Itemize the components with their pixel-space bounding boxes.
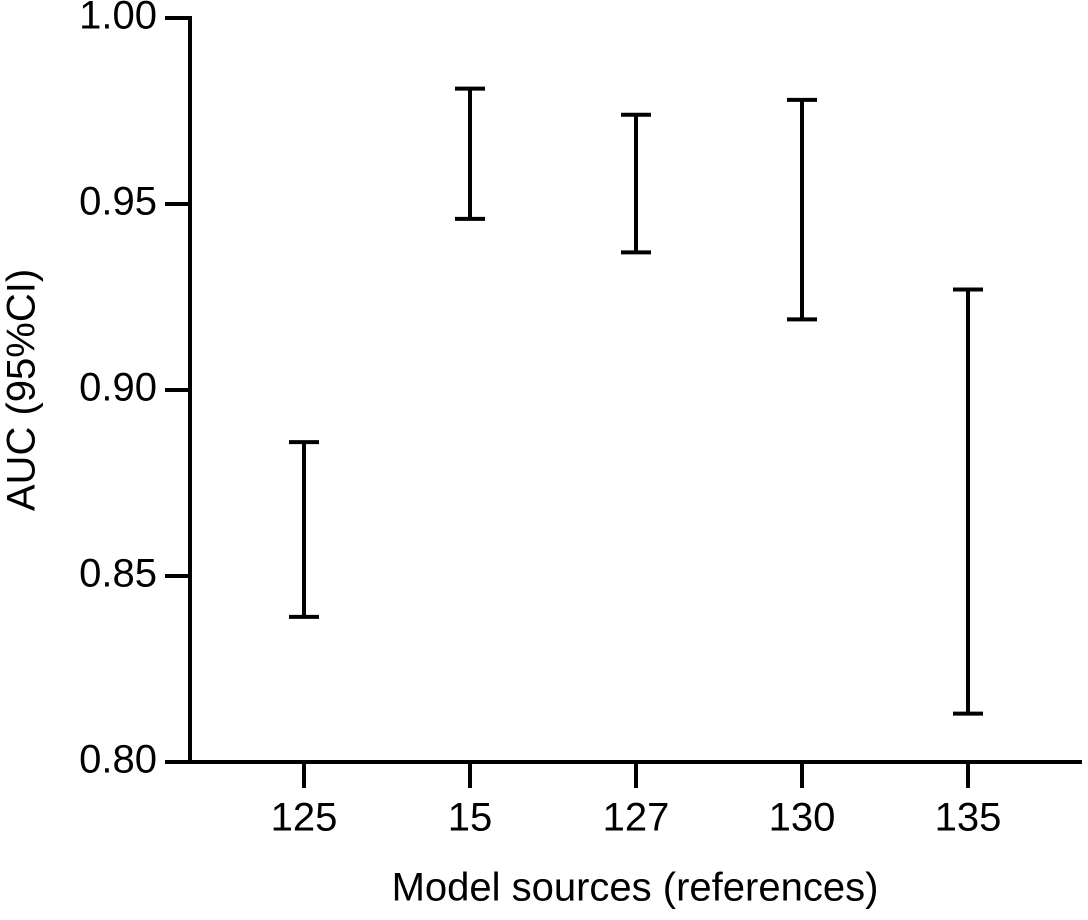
y-tick-label: 1.00 <box>79 0 157 38</box>
y-axis-title: AUC (95%CI) <box>0 269 44 511</box>
x-tick-label: 130 <box>769 796 836 840</box>
x-tick-label: 125 <box>271 796 338 840</box>
x-tick-label: 135 <box>935 796 1002 840</box>
y-tick-label: 0.85 <box>79 552 157 596</box>
x-tick-label: 127 <box>603 796 670 840</box>
x-tick-label: 15 <box>448 796 493 840</box>
y-tick-label: 0.90 <box>79 366 157 410</box>
y-tick-label: 0.80 <box>79 738 157 782</box>
y-tick-label: 0.95 <box>79 180 157 224</box>
x-axis-title: Model sources (references) <box>392 866 879 910</box>
